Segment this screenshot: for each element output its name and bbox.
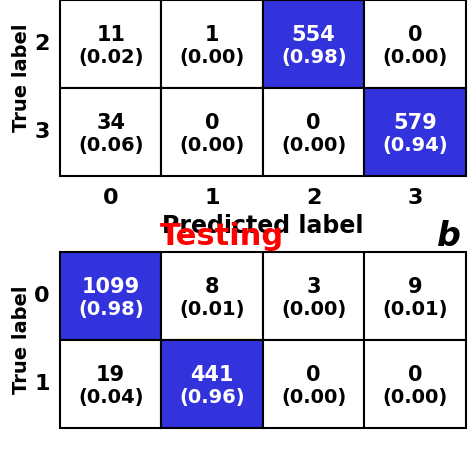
Text: 0: 0 xyxy=(307,365,321,385)
Text: 1: 1 xyxy=(204,188,220,208)
Bar xyxy=(365,252,466,340)
Text: 3: 3 xyxy=(307,277,321,297)
Text: 1: 1 xyxy=(205,25,219,45)
Bar xyxy=(162,340,263,428)
Text: 34: 34 xyxy=(96,113,125,133)
Text: True label: True label xyxy=(12,24,31,132)
Text: Predicted label: Predicted label xyxy=(162,214,364,238)
Text: (0.01): (0.01) xyxy=(180,300,245,319)
Text: (0.94): (0.94) xyxy=(383,136,448,155)
Text: 19: 19 xyxy=(96,365,125,385)
Text: 0: 0 xyxy=(35,286,50,306)
Text: (0.06): (0.06) xyxy=(78,136,144,155)
Text: 441: 441 xyxy=(191,365,234,385)
Text: 579: 579 xyxy=(393,113,437,133)
Text: 2: 2 xyxy=(35,34,50,54)
Text: 9: 9 xyxy=(408,277,422,297)
Text: 8: 8 xyxy=(205,277,219,297)
Text: 3: 3 xyxy=(408,188,423,208)
Text: 0: 0 xyxy=(307,113,321,133)
Text: (0.00): (0.00) xyxy=(383,47,448,66)
Text: 11: 11 xyxy=(96,25,125,45)
Text: 0: 0 xyxy=(103,188,118,208)
Text: (0.00): (0.00) xyxy=(281,300,346,319)
Bar xyxy=(365,88,466,176)
Bar xyxy=(162,88,263,176)
Text: (0.98): (0.98) xyxy=(281,47,346,66)
Text: 0: 0 xyxy=(205,113,219,133)
Bar xyxy=(365,340,466,428)
Text: 554: 554 xyxy=(292,25,336,45)
Text: (0.02): (0.02) xyxy=(78,47,144,66)
Text: 1: 1 xyxy=(35,374,50,394)
Text: (0.01): (0.01) xyxy=(383,300,448,319)
Text: b: b xyxy=(437,219,461,253)
Text: (0.00): (0.00) xyxy=(281,388,346,407)
Text: True label: True label xyxy=(12,286,31,394)
Bar xyxy=(60,0,162,88)
Text: 0: 0 xyxy=(408,365,422,385)
Bar xyxy=(263,88,365,176)
Bar xyxy=(263,252,365,340)
Text: (0.00): (0.00) xyxy=(383,388,448,407)
Text: 1099: 1099 xyxy=(82,277,140,297)
Bar xyxy=(162,252,263,340)
Text: (0.96): (0.96) xyxy=(180,388,245,407)
Text: 3: 3 xyxy=(35,122,50,142)
Bar xyxy=(60,340,162,428)
Text: 0: 0 xyxy=(408,25,422,45)
Bar xyxy=(263,340,365,428)
Text: 2: 2 xyxy=(306,188,321,208)
Text: (0.04): (0.04) xyxy=(78,388,144,407)
Text: (0.00): (0.00) xyxy=(281,136,346,155)
Text: (0.98): (0.98) xyxy=(78,300,144,319)
Text: (0.00): (0.00) xyxy=(180,136,245,155)
Bar xyxy=(263,0,365,88)
Bar xyxy=(365,0,466,88)
Bar xyxy=(162,0,263,88)
Bar xyxy=(60,88,162,176)
Bar xyxy=(60,252,162,340)
Text: (0.00): (0.00) xyxy=(180,47,245,66)
Text: Testing: Testing xyxy=(160,221,284,250)
